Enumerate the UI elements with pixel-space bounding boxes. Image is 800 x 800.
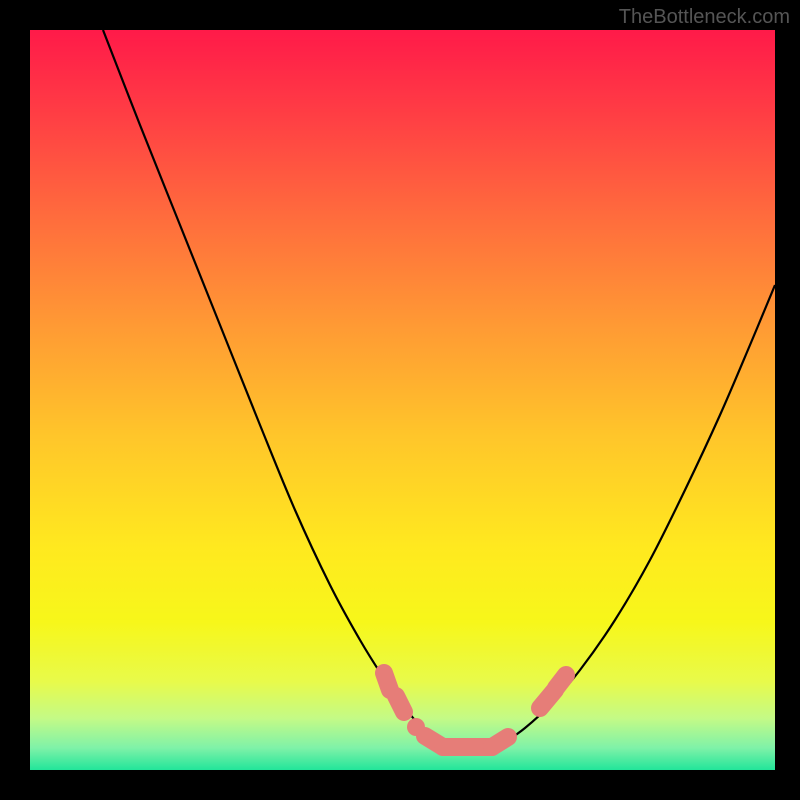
frame-right <box>775 0 800 800</box>
marker-pill <box>492 737 508 747</box>
frame-bottom <box>0 770 800 800</box>
marker-pill <box>556 675 566 688</box>
curve-markers <box>384 673 566 747</box>
bottleneck-curve-right <box>492 285 775 749</box>
plot-area <box>30 30 775 770</box>
frame-left <box>0 0 30 800</box>
curve-layer <box>30 30 775 770</box>
watermark-text: TheBottleneck.com <box>619 6 790 29</box>
marker-pill <box>396 696 404 712</box>
bottleneck-curve-left <box>103 30 445 748</box>
marker-pill <box>384 673 390 690</box>
